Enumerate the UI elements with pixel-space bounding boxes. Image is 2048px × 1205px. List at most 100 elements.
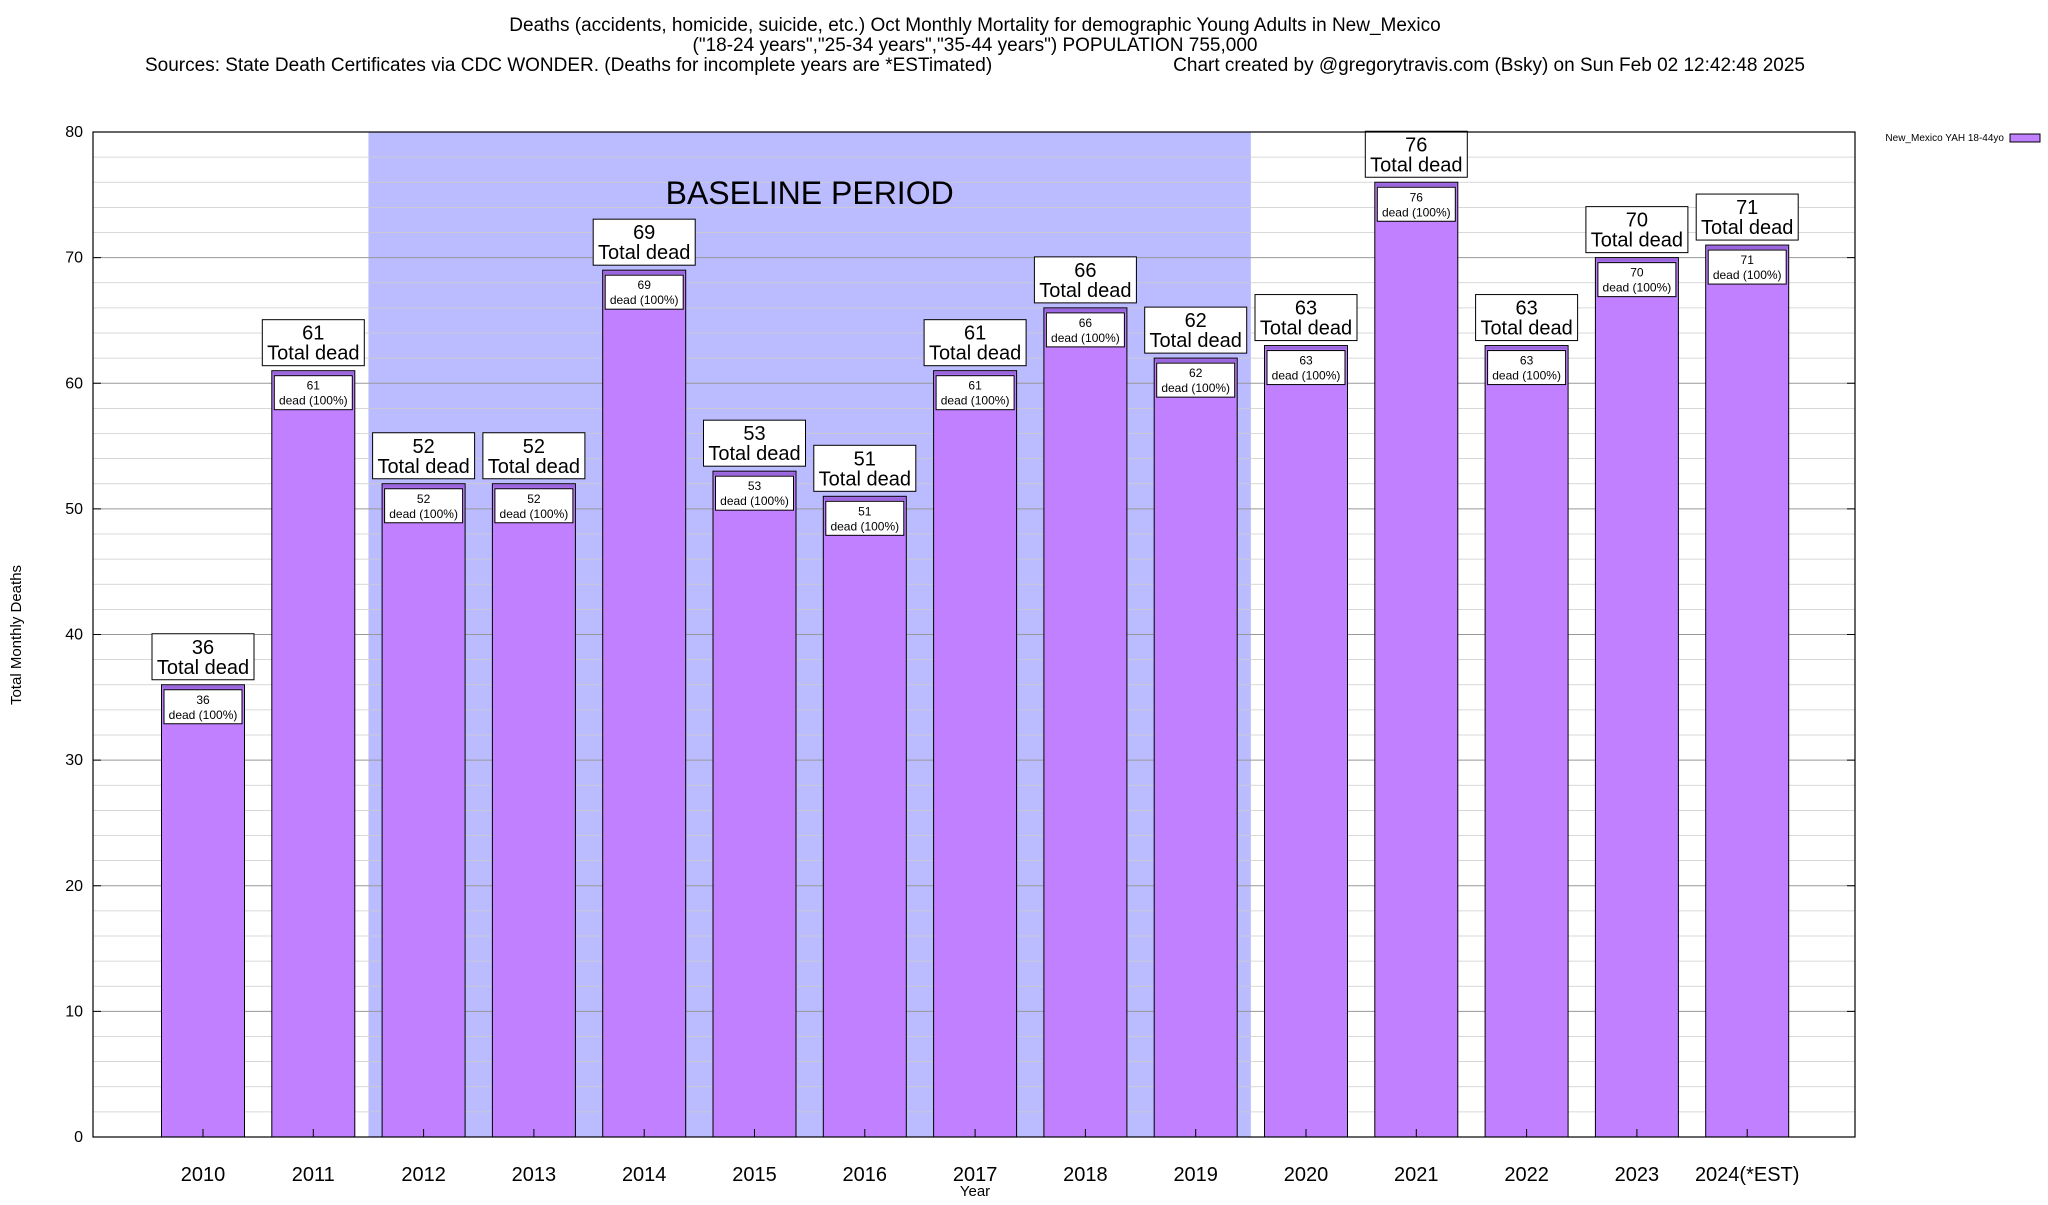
bar-total-label-box: [592, 218, 696, 266]
bar-total-value: 52: [523, 436, 545, 458]
bar-inner-value: 36: [196, 693, 210, 707]
bar-total-label: Total dead: [377, 456, 469, 478]
bar-inner-label: dead (100%): [1603, 281, 1672, 295]
bar-total-label: Total dead: [1370, 154, 1462, 176]
bar: [1484, 345, 1569, 1138]
bar-cap: [824, 497, 906, 501]
bar-total-label-box: [923, 319, 1027, 367]
x-tick-label: 2015: [732, 1164, 777, 1186]
bar-inner-label-box: [715, 475, 794, 511]
x-tick-label: 2023: [1615, 1164, 1660, 1186]
x-tick-label: 2014: [622, 1164, 667, 1186]
bar-total-value: 76: [1405, 134, 1427, 156]
bar-inner-value: 63: [1299, 354, 1313, 368]
bar-inner-label: dead (100%): [610, 293, 679, 307]
bar-total-label-box: [372, 432, 476, 480]
bar-total-label-box: [261, 319, 365, 367]
bar-total-value: 51: [854, 448, 876, 470]
x-tick-label: 2018: [1063, 1164, 1108, 1186]
bar-total-label: Total dead: [1150, 330, 1242, 352]
bar-inner-value: 63: [1520, 354, 1534, 368]
bar-total-label-box: [1254, 294, 1358, 342]
bar-total-label-box: [482, 432, 586, 480]
y-tick-label: 50: [65, 501, 83, 518]
x-tick-label: 2022: [1504, 1164, 1549, 1186]
bar-total-value: 61: [302, 323, 324, 345]
bar-inner-label-box: [935, 375, 1015, 411]
bar-total-label: Total dead: [708, 443, 800, 465]
bar-inner-value: 61: [307, 379, 321, 393]
bar-inner-label: dead (100%): [500, 507, 569, 521]
bar-inner-value: 53: [748, 479, 762, 493]
bar: [381, 483, 466, 1138]
x-tick-label: 2024(*EST): [1695, 1164, 1800, 1186]
baseline-period-label: BASELINE PERIOD: [666, 175, 954, 211]
y-axis-label: Total Monthly Deaths: [8, 565, 25, 705]
bar-inner-label-box: [1597, 262, 1677, 298]
bar-inner-label: dead (100%): [169, 708, 238, 722]
chart-sources: Sources: State Death Certificates via CD…: [145, 55, 992, 76]
bar-cap: [1486, 346, 1568, 350]
bar-cap: [383, 484, 465, 488]
bar-inner-value: 71: [1741, 253, 1755, 267]
bar-inner-label: dead (100%): [1382, 205, 1451, 219]
x-tick-label: 2011: [292, 1164, 335, 1186]
bar: [271, 370, 356, 1138]
bar-inner-value: 69: [638, 278, 652, 292]
bar-inner-label: dead (100%): [1492, 369, 1561, 383]
chart-credit: Chart created by @gregorytravis.com (Bsk…: [1173, 55, 1805, 76]
bar-inner-value: 66: [1079, 316, 1093, 330]
bar: [491, 483, 576, 1138]
plot-frame: [92, 131, 1856, 1138]
bar-inner-label-box: [494, 488, 574, 524]
bar-inner-value: 52: [527, 492, 541, 506]
bar-total-label-box: [1364, 130, 1468, 178]
y-tick-label: 40: [65, 627, 83, 644]
x-axis-label: Year: [960, 1183, 990, 1200]
bar-total-label-box: [1695, 193, 1799, 241]
bar-total-label-box: [813, 444, 917, 492]
bar-total-value: 52: [412, 436, 434, 458]
bar: [1594, 257, 1679, 1138]
bar-total-label: Total dead: [488, 456, 580, 478]
bar-total-label: Total dead: [1039, 280, 1131, 302]
bar: [1264, 345, 1348, 1138]
bar-inner-value: 51: [858, 504, 872, 518]
bar-total-label: Total dead: [598, 242, 690, 264]
x-tick-label: 2019: [1173, 1164, 1218, 1186]
bar-inner-value: 70: [1630, 266, 1644, 280]
bar-cap: [603, 271, 685, 275]
bar: [1705, 244, 1790, 1138]
y-tick-label: 60: [65, 375, 83, 392]
legend-swatch: [2009, 133, 2041, 143]
bar: [1374, 181, 1459, 1138]
bar: [602, 269, 687, 1138]
bar-cap: [1155, 359, 1237, 363]
bar-total-value: 71: [1736, 197, 1758, 219]
bar-inner-label-box: [604, 274, 684, 310]
x-tick-label: 2017: [953, 1164, 998, 1186]
bar-inner-label-box: [1707, 249, 1787, 285]
bar-inner-value: 52: [417, 492, 431, 506]
legend-label: New_Mexico YAH 18-44yo: [1885, 133, 2004, 144]
bar-total-value: 53: [743, 423, 765, 445]
chart-subtitle: ("18-24 years","25-34 years","35-44 year…: [693, 35, 1258, 56]
bar-cap: [714, 472, 795, 476]
bar-cap: [162, 685, 244, 689]
bar-cap: [1375, 183, 1457, 187]
bar-inner-label: dead (100%): [1713, 268, 1782, 282]
bar-total-label-box: [1144, 306, 1248, 354]
bar-inner-value: 61: [968, 379, 982, 393]
bar: [1043, 307, 1128, 1138]
bar: [822, 495, 907, 1138]
x-tick-label: 2012: [401, 1164, 446, 1186]
bar-total-value: 70: [1626, 210, 1648, 232]
y-tick-label: 30: [65, 752, 83, 769]
bar-inner-value: 62: [1189, 366, 1203, 380]
bar-cap: [1265, 346, 1347, 350]
chart-title: Deaths (accidents, homicide, suicide, et…: [509, 15, 1440, 36]
bar-inner-value: 76: [1410, 190, 1424, 204]
bar-inner-label-box: [1045, 312, 1125, 348]
y-tick-label: 20: [65, 878, 83, 895]
